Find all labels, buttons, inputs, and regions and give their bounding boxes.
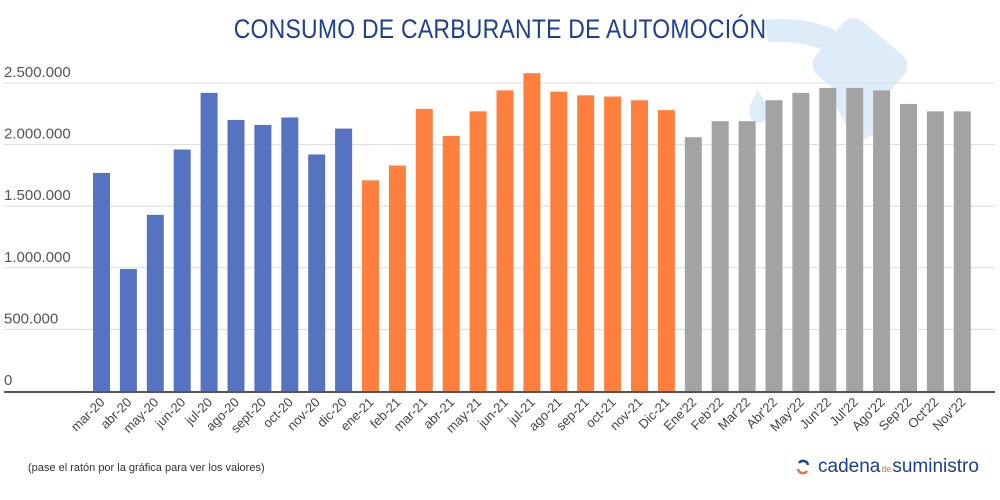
x-tick-label: jun-20 (151, 395, 188, 432)
bar-jun-21[interactable] (496, 90, 514, 391)
bar-abr-21[interactable] (442, 135, 460, 391)
bar-Jun'22[interactable] (819, 87, 837, 391)
bar-jul-21[interactable] (523, 73, 541, 392)
bar-Jul'22[interactable] (846, 87, 864, 391)
bar-may-21[interactable] (469, 111, 487, 391)
hover-hint: (pase el ratón por la gráfica para ver l… (28, 462, 265, 474)
x-tick-label: Jun'22 (797, 395, 834, 432)
x-tick-label: jun-21 (474, 395, 511, 432)
bar-Feb'22[interactable] (711, 121, 729, 391)
bar-sept-20[interactable] (254, 124, 272, 391)
bar-May'22[interactable] (792, 92, 810, 391)
logo-arrows-icon (796, 459, 810, 475)
bar-Ene'22[interactable] (684, 137, 702, 391)
bar-jul-20[interactable] (200, 92, 218, 391)
bar-ene-21[interactable] (362, 180, 379, 391)
bar-may-20[interactable] (146, 214, 164, 391)
logo-text-suministro: suministro (892, 456, 979, 477)
y-tick-label: 500.000 (4, 310, 58, 327)
y-tick-label: 0 (4, 372, 12, 389)
y-tick-label: 1.500.000 (4, 187, 71, 204)
brand-logo[interactable]: cadena de suministro (795, 456, 979, 478)
bar-Mar'22[interactable] (738, 121, 756, 391)
bar-Oct'22[interactable] (926, 111, 944, 391)
y-tick-label: 2.500.000 (4, 64, 71, 81)
bar-Ago'22[interactable] (873, 90, 891, 391)
y-tick-label: 1.000.000 (4, 249, 71, 266)
bar-Abr'22[interactable] (765, 100, 783, 392)
logo-text-de: de (881, 464, 892, 474)
bar-dic-20[interactable] (335, 128, 353, 392)
y-tick-label: 2.000.000 (4, 126, 71, 143)
logo-text-cadena: cadena (818, 456, 881, 477)
bar-jun-20[interactable] (173, 149, 191, 391)
bar-Sep'22[interactable] (900, 103, 917, 391)
bar-nov-21[interactable] (631, 100, 648, 392)
bar-Nov'22[interactable] (953, 111, 971, 391)
bar-feb-21[interactable] (388, 165, 406, 391)
bar-ago-20[interactable] (227, 119, 245, 392)
bar-oct-21[interactable] (604, 96, 622, 391)
bar-Dic-21[interactable] (657, 110, 675, 391)
chart-title: CONSUMO DE CARBURANTE DE AUTOMOCIÓN (233, 14, 767, 44)
bar-sep-21[interactable] (577, 95, 595, 391)
bar-nov-20[interactable] (308, 154, 326, 391)
bar-mar-21[interactable] (415, 108, 433, 391)
bar-mar-20[interactable] (93, 172, 110, 391)
bar-abr-20[interactable] (119, 269, 137, 391)
x-tick-label: mar-20 (68, 395, 108, 435)
bar-oct-20[interactable] (281, 117, 299, 391)
bar-ago-21[interactable] (550, 91, 568, 392)
